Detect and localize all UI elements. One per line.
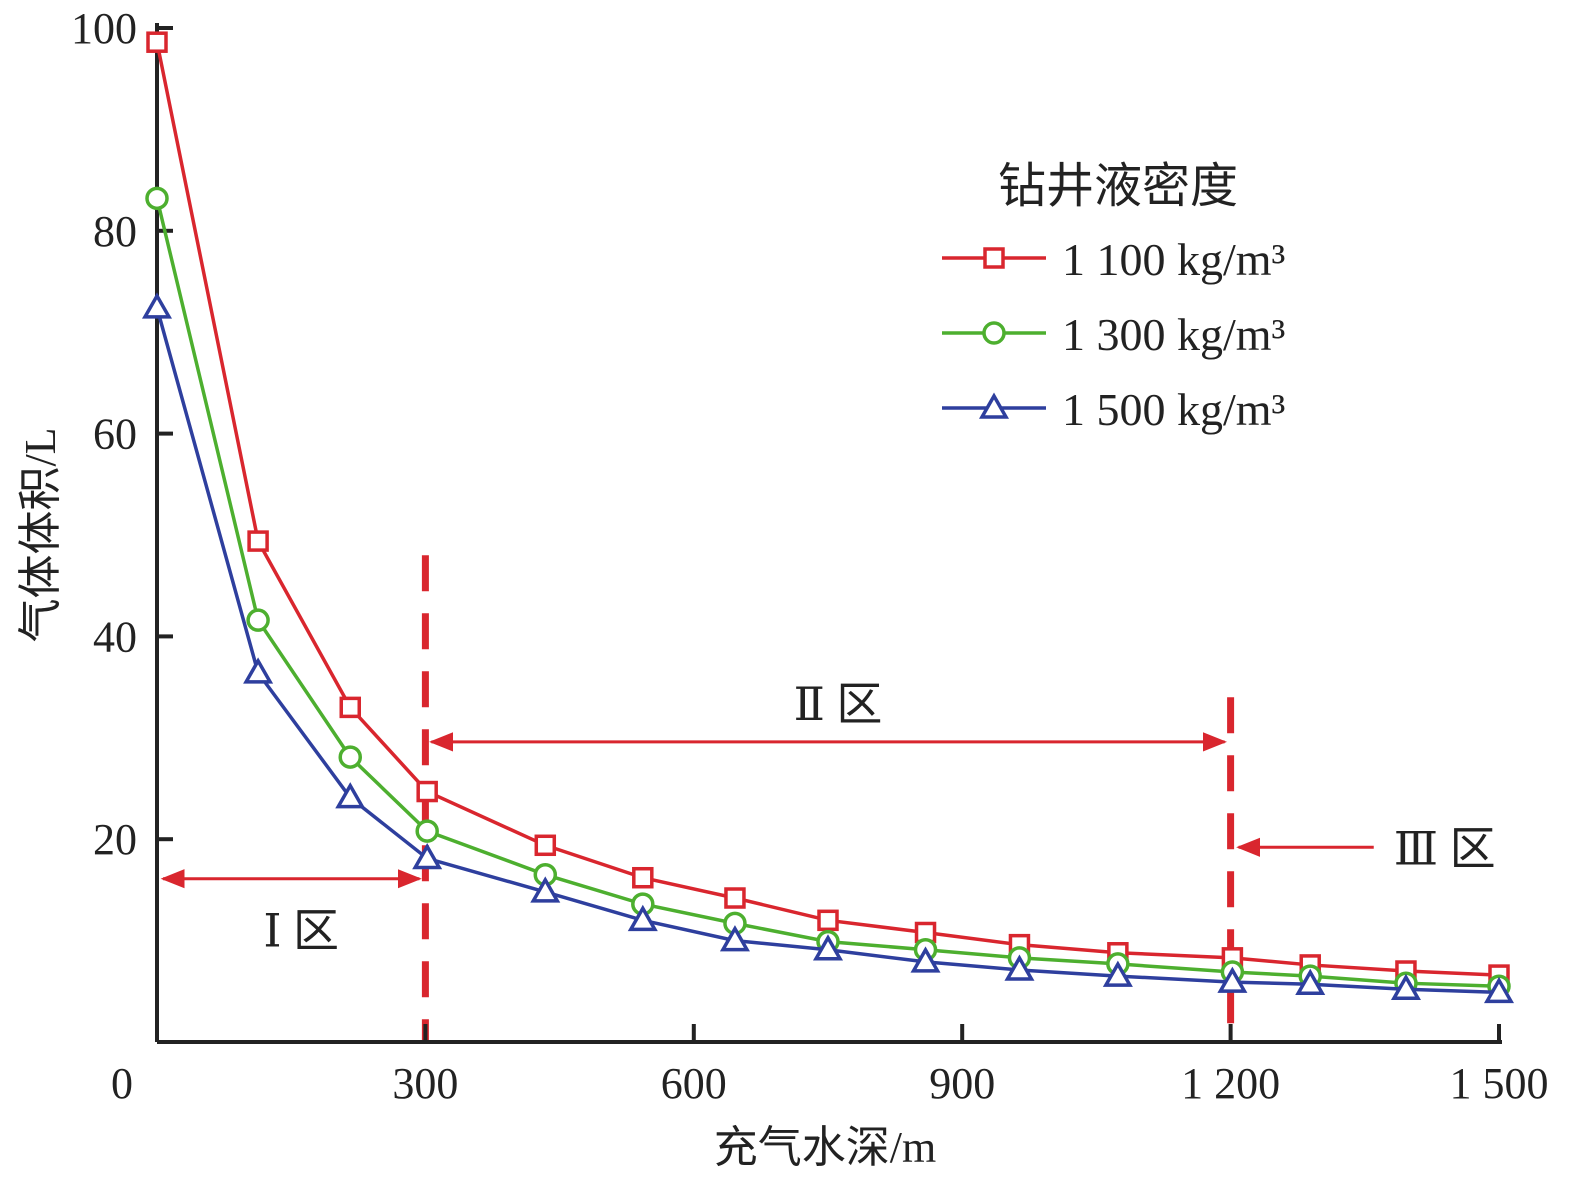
data-point xyxy=(416,780,438,803)
legend-title: 钻井液密度 xyxy=(998,160,1238,213)
axes: 0 300 600 900 1 200 1 500 20 40 60 80 100 xyxy=(71,4,1549,1108)
data-point xyxy=(339,696,361,719)
legend-marker xyxy=(978,392,1010,419)
x-tick-label: 0 xyxy=(111,1059,133,1108)
legend: 钻井液密度 1 100 kg/m³ 1 300 kg/m³ 1 500 kg/m³ xyxy=(942,160,1285,435)
data-point xyxy=(627,904,658,932)
zone-label: Ⅲ 区 xyxy=(1394,823,1496,874)
y-tick-label: 60 xyxy=(93,410,137,459)
data-point xyxy=(1102,960,1133,987)
y-tick-label: 20 xyxy=(93,815,137,864)
data-point xyxy=(338,745,362,769)
data-point xyxy=(534,834,557,857)
zone-label: Ⅰ 区 xyxy=(263,906,339,957)
x-axis-label: 充气水深/m xyxy=(714,1123,936,1172)
series-group xyxy=(141,31,1515,1004)
data-point xyxy=(243,657,274,684)
data-point xyxy=(1295,968,1326,995)
series-1 xyxy=(146,31,1510,986)
zone-label: Ⅱ 区 xyxy=(794,679,883,730)
data-point xyxy=(530,876,561,903)
data-point xyxy=(1217,966,1248,993)
data-point xyxy=(1004,954,1035,981)
legend-label: 1 100 kg/m³ xyxy=(1062,234,1285,285)
series-3 xyxy=(141,292,1515,1004)
data-point xyxy=(412,842,443,870)
data-point xyxy=(719,925,750,952)
x-tick-label: 1 500 xyxy=(1450,1059,1549,1108)
data-point xyxy=(812,934,844,961)
data-point xyxy=(1390,973,1421,1001)
series-line xyxy=(155,307,1500,995)
data-point xyxy=(817,909,839,932)
series-line xyxy=(155,197,1500,988)
y-axis-label: 气体体积/L xyxy=(16,427,65,642)
series-line xyxy=(155,41,1500,977)
data-point xyxy=(246,608,270,632)
legend-label: 1 300 kg/m³ xyxy=(1062,309,1285,360)
data-point xyxy=(415,819,439,843)
zone-annotations: Ⅰ 区 Ⅱ 区 Ⅲ 区 xyxy=(160,555,1496,1042)
y-tick-label: 80 xyxy=(93,207,137,256)
y-tick-label: 40 xyxy=(93,612,137,661)
x-tick-label: 900 xyxy=(929,1059,995,1108)
series-2 xyxy=(145,186,1511,998)
data-point xyxy=(141,292,173,319)
legend-marker xyxy=(983,247,1005,269)
x-tick-label: 1 200 xyxy=(1181,1059,1280,1108)
data-point xyxy=(335,782,366,809)
x-tick-label: 600 xyxy=(661,1059,727,1108)
legend-marker xyxy=(982,321,1006,345)
data-point xyxy=(910,946,941,973)
y-tick-label: 100 xyxy=(71,4,137,53)
data-point xyxy=(1483,976,1515,1004)
data-point xyxy=(632,866,654,889)
data-point xyxy=(247,530,269,552)
data-point xyxy=(724,887,746,909)
data-point xyxy=(145,186,169,211)
legend-label: 1 500 kg/m³ xyxy=(1062,384,1285,435)
x-tick-label: 300 xyxy=(392,1059,458,1108)
data-point xyxy=(146,31,168,53)
